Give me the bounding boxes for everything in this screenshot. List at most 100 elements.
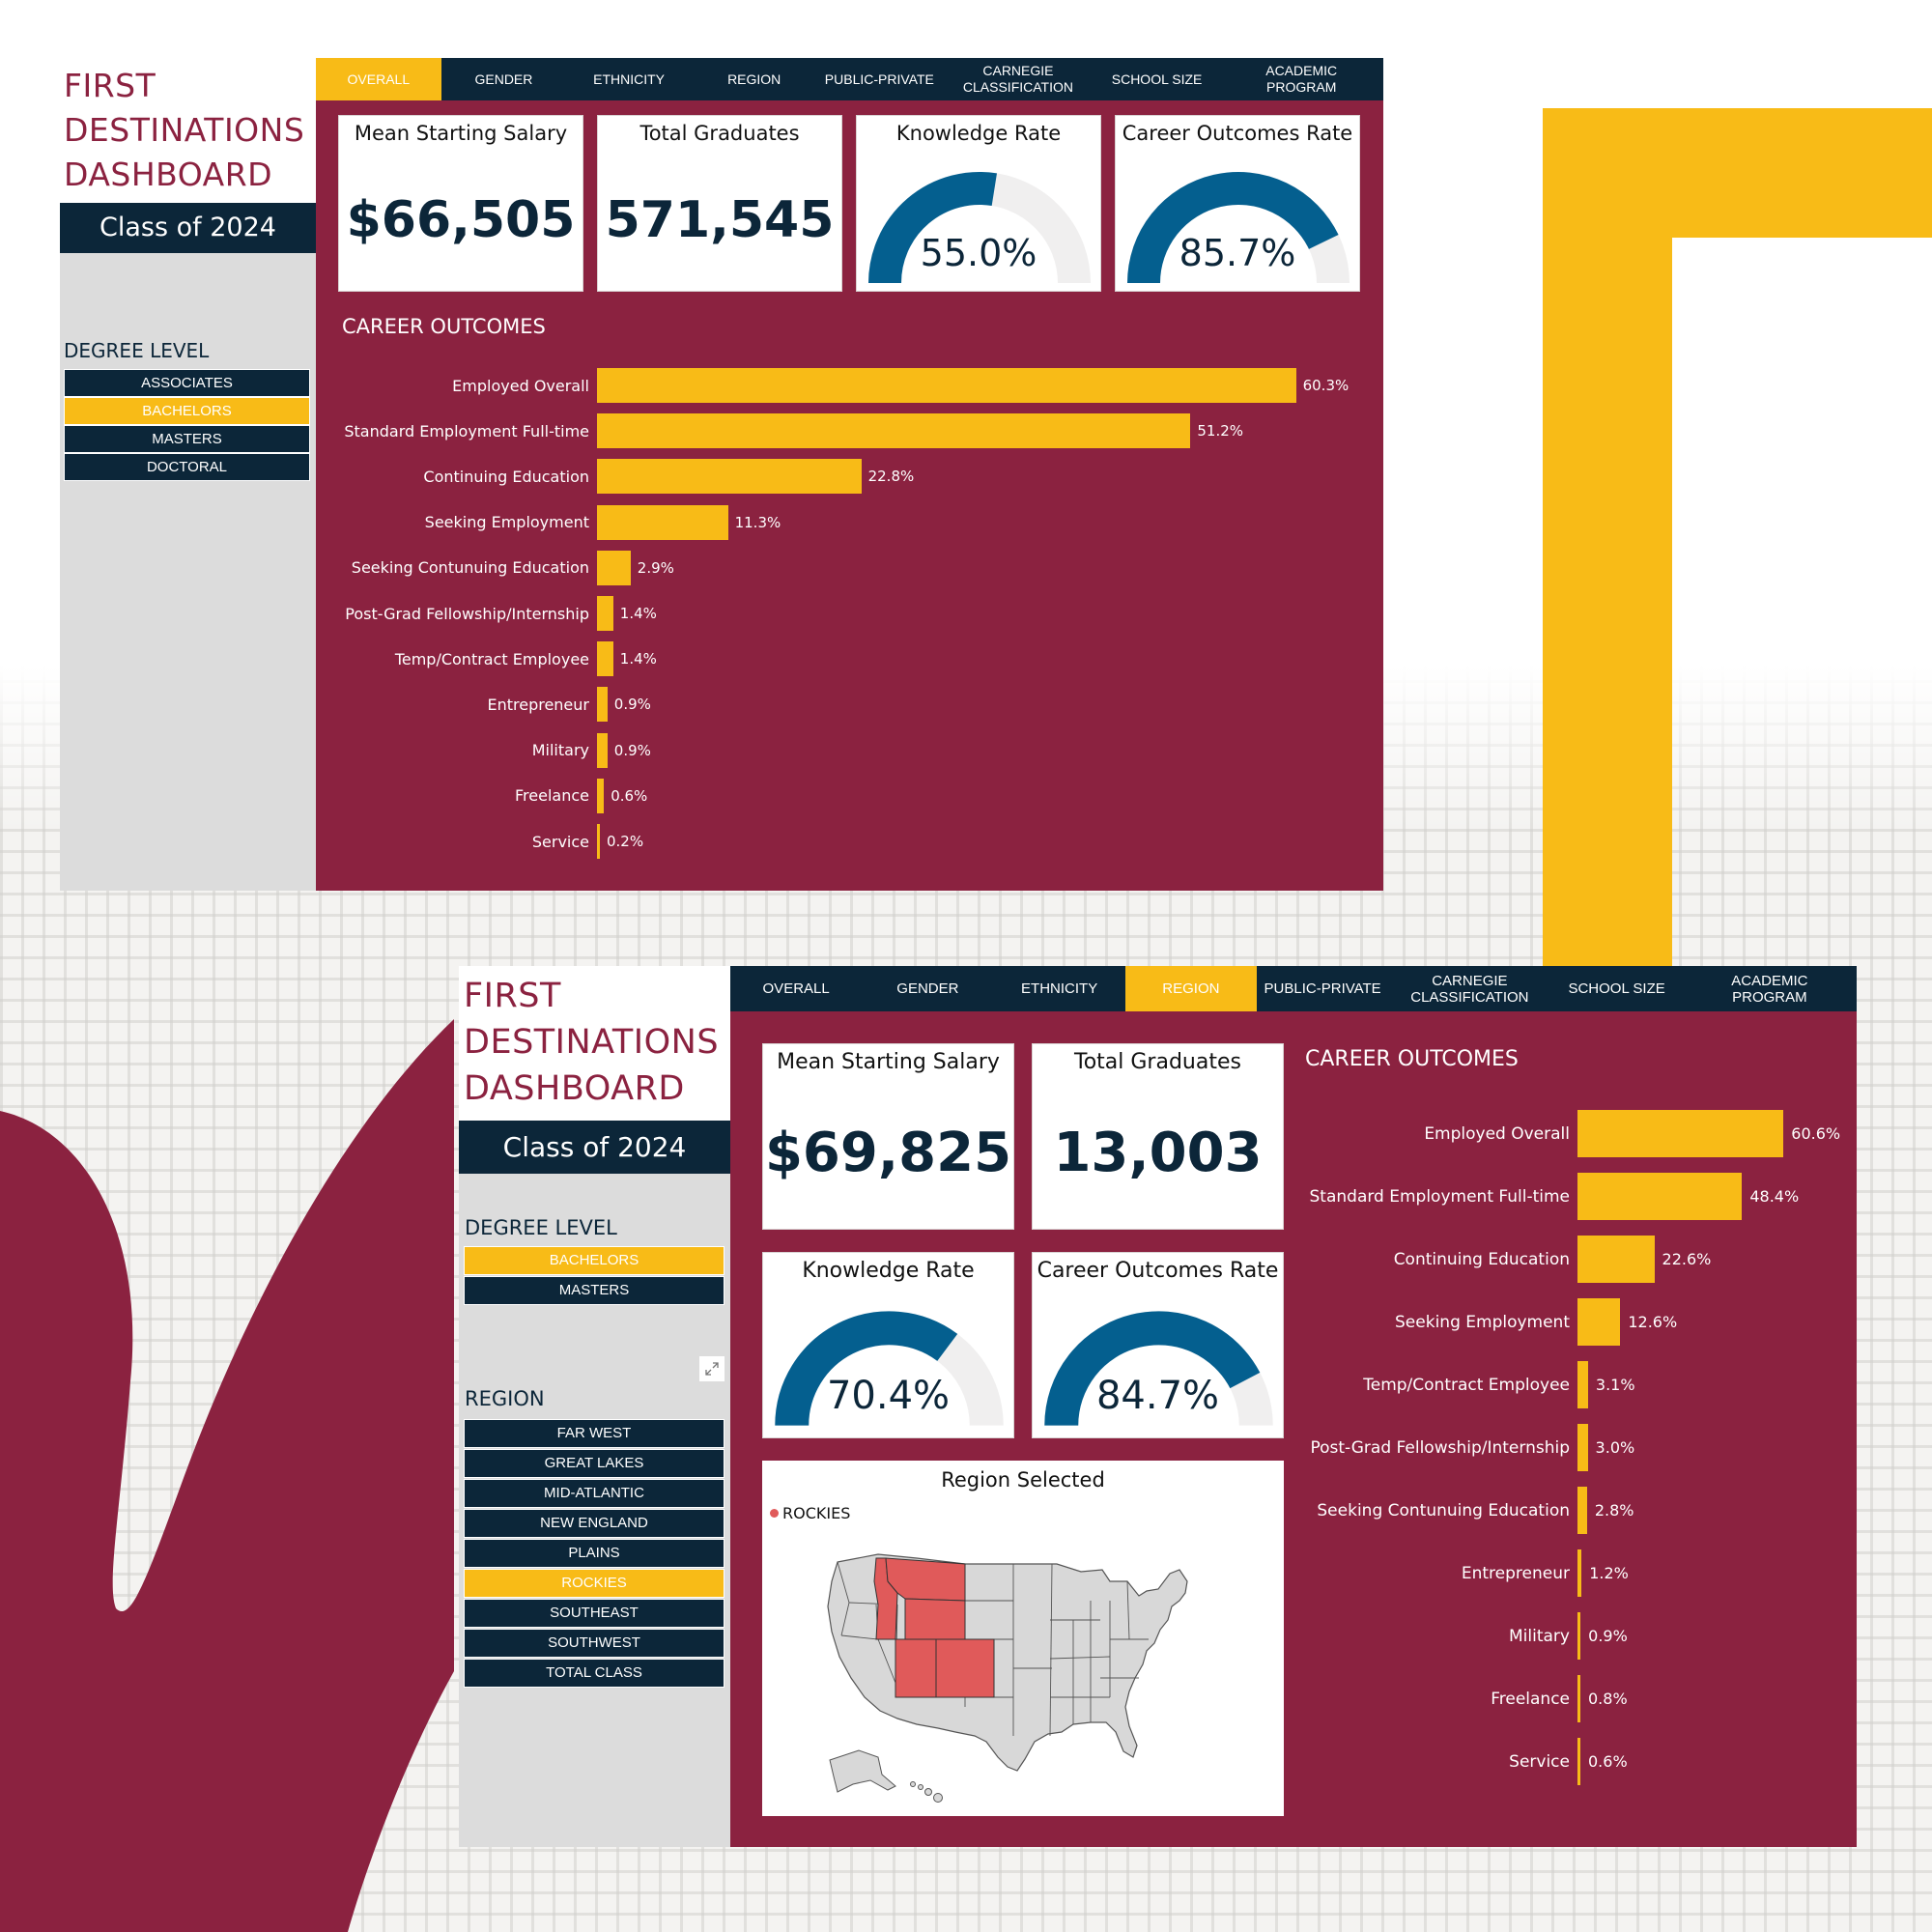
- tab-carnegie-classification[interactable]: CARNEGIE CLASSIFICATION: [962, 63, 1073, 95]
- tab-overall[interactable]: OVERALL: [316, 58, 441, 100]
- degree-button-masters[interactable]: MASTERS: [64, 425, 310, 453]
- bar-value-label: 11.3%: [734, 513, 781, 531]
- gauge-fill: [1127, 172, 1339, 284]
- tab-gender[interactable]: GENDER: [896, 980, 959, 997]
- tab-ethnicity[interactable]: ETHNICITY: [593, 71, 665, 87]
- bar-value-label: 12.6%: [1628, 1313, 1678, 1331]
- bar-category-label: Standard Employment Full-time: [1309, 1186, 1571, 1207]
- alaska: [829, 1749, 896, 1793]
- tab-academic-program[interactable]: ACADEMIC PROGRAM: [1731, 972, 1808, 1006]
- dash1-degree-level-label: DEGREE LEVEL: [64, 339, 210, 362]
- tab-gender[interactable]: GENDER: [474, 71, 533, 87]
- map-legend: ROCKIES: [770, 1504, 850, 1522]
- decorative-maroon-swoosh: [0, 1019, 454, 1932]
- bar-value-label: 0.9%: [613, 741, 651, 759]
- bar-value-label: 1.4%: [619, 605, 657, 622]
- career-rate-card-title: Career Outcomes Rate: [1037, 1259, 1279, 1283]
- bar-value-label: 2.8%: [1594, 1501, 1634, 1520]
- dash2-title-block: [459, 966, 730, 1121]
- degree-button-masters[interactable]: MASTERS: [464, 1276, 724, 1305]
- tab-overall[interactable]: OVERALL: [762, 980, 830, 997]
- dash1-class-banner: Class of 2024: [60, 203, 316, 253]
- bar-category-label: Seeking Contunuing Education: [1317, 1500, 1570, 1520]
- bar: [597, 824, 600, 859]
- bar: [597, 459, 862, 495]
- knowledge-value: 55.0%: [920, 232, 1037, 274]
- region-button-great-lakes[interactable]: GREAT LAKES: [464, 1449, 724, 1478]
- degree-button-bachelors[interactable]: BACHELORS: [64, 397, 310, 425]
- knowledge-gauge: [775, 1311, 1004, 1427]
- tab-academic-program[interactable]: ACADEMIC PROGRAM: [1265, 63, 1338, 95]
- bar-value-label: 60.6%: [1791, 1124, 1841, 1143]
- region-button-new-england[interactable]: NEW ENGLAND: [464, 1509, 724, 1538]
- region-button-mid-atlantic[interactable]: MID-ATLANTIC: [464, 1479, 724, 1508]
- bar: [1577, 1236, 1655, 1283]
- expand-icon[interactable]: [699, 1356, 724, 1381]
- tab-carnegie-classification[interactable]: CARNEGIE CLASSIFICATION: [1410, 972, 1529, 1006]
- career-rate-value: 84.7%: [1095, 1374, 1220, 1418]
- decorative-yellow-frame: [1543, 108, 1932, 978]
- bar-value-label: 22.8%: [867, 468, 915, 486]
- bar-value-label: 0.9%: [613, 696, 651, 714]
- dash1-sidebar: [60, 203, 316, 891]
- dash1-title-line: DESTINATIONS: [64, 111, 305, 149]
- dash1-tab-bar: OVERALL GENDER ETHNICITY REGION PUBLIC-P…: [316, 58, 1383, 100]
- tab-school-size[interactable]: SCHOOL SIZE: [1568, 980, 1665, 997]
- region-button-rockies[interactable]: ROCKIES: [464, 1569, 724, 1598]
- degree-button-bachelors[interactable]: BACHELORS: [464, 1246, 724, 1275]
- bar: [1577, 1675, 1580, 1722]
- knowledge-gauge: [868, 172, 1091, 284]
- bar: [597, 504, 728, 540]
- career-rate-gauge: [1044, 1311, 1273, 1427]
- legend-label: ROCKIES: [782, 1504, 851, 1522]
- bar-category-label: Seeking Contunuing Education: [351, 558, 589, 578]
- tab-public-private[interactable]: PUBLIC-PRIVATE: [824, 71, 934, 87]
- bar-category-label: Employed Overall: [1424, 1123, 1570, 1144]
- bar: [1577, 1549, 1582, 1597]
- bar-value-label: 51.2%: [1197, 422, 1244, 440]
- hawaii: [910, 1781, 943, 1803]
- dash2-title-line: DESTINATIONS: [464, 1023, 720, 1062]
- legend-dot-icon: [770, 1509, 779, 1518]
- knowledge-card-title: Knowledge Rate: [802, 1259, 975, 1283]
- knowledge-card-title: Knowledge Rate: [895, 122, 1062, 145]
- region-button-southwest[interactable]: SOUTHWEST: [464, 1629, 724, 1658]
- region-button-total-class[interactable]: TOTAL CLASS: [464, 1659, 724, 1688]
- degree-button-associates[interactable]: ASSOCIATES: [64, 369, 310, 397]
- bar-value-label: 0.9%: [1588, 1627, 1628, 1645]
- bar: [597, 641, 613, 677]
- dash2-career-outcomes-chart: Employed Overall 60.6% Standard Employment…: [730, 966, 1857, 1847]
- bar: [1577, 1173, 1743, 1220]
- dash2-knowledge-card: Knowledge Rate 70.4%: [762, 1252, 1014, 1438]
- tab-region[interactable]: REGION: [1124, 966, 1257, 1011]
- bar-category-label: Freelance: [515, 786, 589, 806]
- region-button-southeast[interactable]: SOUTHEAST: [464, 1599, 724, 1628]
- us-map: [827, 1553, 1188, 1803]
- bar-value-label: 1.2%: [1589, 1564, 1629, 1582]
- bar: [597, 368, 1296, 403]
- degree-button-doctoral[interactable]: DOCTORAL: [64, 453, 310, 481]
- career-rate-gauge: [1127, 172, 1350, 284]
- dash2-title: FIRST DESTINATIONS DASHBOARD: [464, 973, 719, 1112]
- region-map-card: Region Selected ROCKIES: [762, 1461, 1284, 1816]
- bar-category-label: Post-Grad Fellowship/Internship: [345, 604, 589, 623]
- tab-public-private[interactable]: PUBLIC-PRIVATE: [1264, 980, 1381, 997]
- bar-category-label: Post-Grad Fellowship/Internship: [1310, 1437, 1570, 1458]
- tab-school-size[interactable]: SCHOOL SIZE: [1111, 71, 1203, 87]
- bar-category-label: Temp/Contract Employee: [394, 649, 589, 668]
- bar: [1577, 1298, 1621, 1346]
- region-button-plains[interactable]: PLAINS: [464, 1539, 724, 1568]
- dash2-degree-level-label: DEGREE LEVEL: [465, 1216, 617, 1239]
- bar: [597, 732, 608, 768]
- dash2-main: OVERALL GENDER ETHNICITY REGION PUBLIC-P…: [730, 966, 1857, 1847]
- bar-category-label: Entrepreneur: [1461, 1563, 1570, 1583]
- bar: [1577, 1612, 1581, 1660]
- bar-category-label: Entrepreneur: [487, 695, 589, 714]
- region-button-far-west[interactable]: FAR WEST: [464, 1419, 724, 1448]
- bar-value-label: 0.6%: [611, 786, 648, 805]
- tab-ethnicity[interactable]: ETHNICITY: [1021, 980, 1098, 997]
- tab-region[interactable]: REGION: [727, 71, 781, 87]
- bar: [597, 413, 1191, 449]
- salary-value: $66,505: [346, 191, 576, 249]
- bar: [1577, 1487, 1587, 1534]
